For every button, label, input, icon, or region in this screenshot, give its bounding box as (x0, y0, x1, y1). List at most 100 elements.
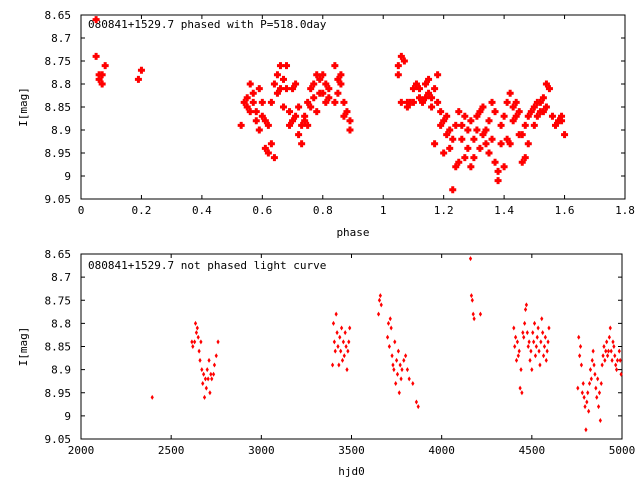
data-point (613, 353, 617, 359)
data-point (506, 140, 514, 148)
data-point (202, 394, 207, 400)
y-tick-label: 8.75 (45, 294, 72, 307)
data-point (588, 367, 593, 373)
data-point (137, 66, 145, 74)
data-point (578, 353, 582, 359)
data-point (333, 348, 337, 354)
data-point (473, 126, 481, 134)
data-point (532, 320, 537, 326)
data-point (582, 394, 586, 400)
data-point (596, 376, 600, 382)
data-point (437, 108, 445, 116)
y-tick-label: 8.95 (45, 147, 72, 160)
data-point (209, 371, 213, 377)
y-tick-label: 8.7 (51, 271, 71, 284)
data-point (458, 135, 466, 143)
data-point (243, 103, 251, 111)
data-point (576, 385, 580, 391)
data-point (325, 94, 333, 102)
data-point (337, 362, 341, 368)
data-point (522, 334, 526, 340)
data-point (473, 112, 481, 120)
data-point (310, 94, 318, 102)
data-point (273, 71, 281, 79)
data-point (527, 339, 531, 345)
data-point (295, 103, 303, 111)
data-point (332, 339, 336, 345)
y-tick-label: 8.8 (51, 78, 71, 91)
data-point (334, 311, 338, 317)
y-tick-label: 9 (64, 410, 71, 423)
data-point (541, 330, 545, 336)
data-point (98, 71, 106, 79)
data-point (518, 385, 522, 391)
data-point (579, 362, 584, 368)
data-point (544, 357, 548, 363)
data-point (612, 344, 616, 349)
data-point (310, 80, 318, 88)
x-tick-label: 4500 (519, 444, 546, 457)
data-point (537, 348, 541, 354)
data-point (452, 163, 460, 171)
data-point (599, 381, 603, 386)
chart-title: 080841+1529.7 not phased light curve (88, 259, 326, 272)
data-point (208, 390, 212, 396)
y-tick-label: 8.7 (51, 32, 71, 45)
data-point (331, 98, 339, 106)
data-point (558, 112, 566, 120)
data-point (197, 348, 201, 354)
data-point (331, 320, 336, 326)
y-axis-label: I[mag] (17, 327, 30, 367)
data-point (600, 362, 604, 368)
data-point (524, 302, 529, 308)
data-point (270, 80, 278, 88)
data-point (449, 186, 457, 194)
data-point (334, 75, 342, 83)
data-point (379, 302, 383, 308)
data-point (199, 339, 203, 345)
data-point (419, 98, 427, 106)
data-point (394, 381, 398, 386)
chart-panel-1: 0 0.2 0.4 0.6 0.8 1 1.2 1.4 1.6 1.8 8.65 8.7 8.75 8.8… (17, 9, 635, 239)
data-point (517, 348, 521, 354)
data-point (478, 311, 483, 317)
data-point (485, 149, 493, 157)
data-point (335, 330, 339, 336)
data-point (603, 357, 607, 363)
y-tick-label: 8.65 (45, 248, 72, 261)
data-point (464, 126, 472, 134)
data-point (518, 158, 526, 166)
data-point (530, 103, 538, 111)
chart-title: 080841+1529.7 phased with P=518.0day (88, 18, 327, 31)
data-point (273, 89, 281, 97)
data-point (584, 427, 588, 433)
x-tick-label: 0.8 (313, 204, 333, 217)
data-point (515, 108, 523, 116)
x-tick-label: 3000 (248, 444, 275, 457)
data-point (533, 112, 541, 120)
data-point (346, 348, 350, 354)
data-point (422, 80, 430, 88)
data-point (388, 316, 392, 322)
data-point (578, 344, 583, 349)
y-tick-label: 8.65 (45, 9, 72, 22)
data-point (422, 94, 430, 102)
data-point (561, 131, 569, 139)
data-point (304, 98, 312, 106)
data-point (338, 334, 342, 340)
data-point (515, 339, 520, 345)
data-point (264, 149, 272, 157)
data-point (446, 126, 454, 134)
plot-frame (80, 253, 623, 440)
data-point (393, 339, 397, 345)
data-point (397, 98, 405, 106)
data-point (267, 98, 275, 106)
data-point (534, 344, 538, 349)
data-point (464, 144, 472, 152)
data-point (470, 154, 478, 162)
data-point (455, 158, 463, 166)
data-point (258, 98, 266, 106)
data-point (402, 357, 406, 363)
data-point (449, 135, 457, 143)
data-point (286, 108, 294, 116)
